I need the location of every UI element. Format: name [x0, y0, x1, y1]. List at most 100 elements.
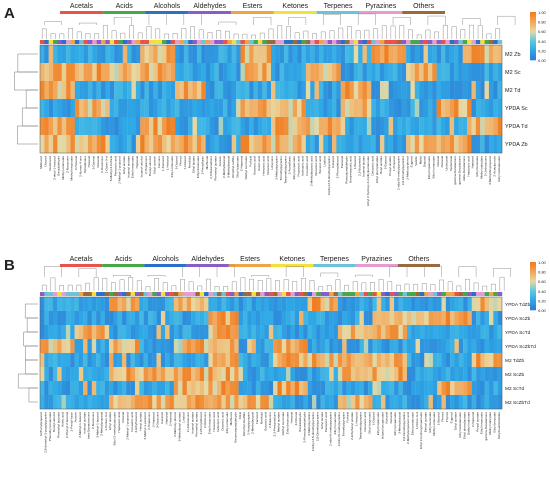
column-class-marker: [314, 40, 320, 44]
heatmap-cell: [173, 353, 179, 368]
heatmap-cell: [205, 63, 211, 82]
row-label: YPDA ScZb: [505, 316, 531, 322]
heatmap-cell: [92, 135, 97, 154]
column-class-marker: [471, 292, 477, 296]
heatmap-cell: [225, 353, 231, 368]
heatmap-cell: [91, 367, 97, 382]
column-label: Benzeneacetic acid: [349, 156, 353, 183]
column-class-marker: [371, 40, 376, 44]
column-label: 1-Pentanol: [161, 156, 165, 171]
column-dendrogram-branch: [392, 17, 411, 25]
heatmap-cell: [454, 81, 459, 100]
heatmap-cell: [48, 81, 54, 100]
heatmap-cell: [249, 99, 254, 118]
heatmap-cell: [122, 135, 128, 154]
class-legend-label: Alcohols: [154, 3, 181, 10]
column-class-marker: [247, 292, 252, 296]
column-label: 2-Acetylfuran: [288, 156, 292, 175]
heatmap-cell: [144, 63, 150, 82]
heatmap-cell: [143, 339, 149, 354]
column-class-marker: [134, 292, 140, 296]
heatmap-cell: [437, 325, 442, 340]
column-dendrogram-branch: [154, 278, 159, 291]
heatmap-cell: [40, 63, 45, 82]
heatmap-cell: [336, 135, 341, 154]
heatmap-cell: [229, 353, 235, 368]
heatmap-cell: [157, 117, 163, 136]
heatmap-cell: [346, 297, 352, 312]
heatmap-cell: [100, 367, 105, 382]
heatmap-cell: [484, 325, 490, 340]
column-class-marker: [209, 40, 215, 44]
heatmap-cell: [316, 325, 321, 340]
heatmap-cell: [130, 381, 136, 396]
heatmap-cell: [484, 99, 490, 118]
heatmap-cell: [385, 297, 390, 312]
column-class-marker: [40, 40, 45, 44]
column-dendrogram-branch: [294, 32, 300, 39]
class-legend-label: Esters: [243, 3, 263, 10]
column-class-marker: [266, 40, 272, 44]
column-label: Acetoin: [74, 412, 78, 423]
heatmap-cell: [204, 353, 209, 368]
heatmap-cell: [139, 297, 144, 312]
heatmap-cell: [333, 339, 339, 354]
heatmap-cell: [349, 117, 354, 136]
heatmap-cell: [266, 81, 272, 100]
heatmap-cell: [493, 367, 498, 382]
heatmap-cell: [366, 81, 372, 100]
heatmap-cell: [458, 367, 464, 382]
heatmap-cell: [441, 395, 447, 410]
heatmap-cell: [440, 81, 446, 100]
heatmap-cell: [303, 353, 308, 368]
column-dendrogram-branch: [197, 285, 203, 291]
class-legend-swatch: [397, 264, 440, 267]
column-label: Ethyl lactate: [192, 156, 196, 173]
column-label: 2-Phenylethanol: [199, 412, 203, 435]
heatmap-cell: [484, 45, 490, 64]
heatmap-cell: [327, 99, 333, 118]
heatmap-cell: [192, 135, 198, 154]
class-legend-label: Others: [408, 256, 430, 263]
heatmap-cell: [44, 135, 49, 154]
column-class-marker: [301, 40, 307, 44]
heatmap-cell: [286, 325, 291, 340]
column-label: Ethyl decanoate: [285, 412, 289, 434]
heatmap-cell: [199, 353, 205, 368]
heatmap-cell: [297, 117, 302, 136]
heatmap-cell: [143, 325, 149, 340]
heatmap-cell: [160, 353, 166, 368]
heatmap-cell: [195, 381, 200, 396]
column-dendrogram-branch: [216, 264, 235, 277]
heatmap-cell: [333, 381, 339, 396]
column-label: 3-Methylthiopropanol: [488, 156, 492, 185]
heatmap-cell: [476, 339, 481, 354]
heatmap-cell: [109, 135, 115, 154]
heatmap-cell: [126, 297, 131, 312]
column-class-marker: [240, 40, 246, 44]
heatmap-cell: [323, 63, 328, 82]
column-class-marker: [52, 292, 58, 296]
column-label: Ethyl nonanoate: [431, 156, 435, 179]
column-label: Ethyl acetate: [122, 156, 126, 174]
column-class-marker: [467, 292, 472, 296]
heatmap-cell: [497, 135, 503, 154]
heatmap-cell: [342, 367, 347, 382]
heatmap-cell: [454, 353, 459, 368]
column-dendrogram-branch: [206, 278, 211, 291]
column-label: 3-Methylbutyl acetate: [177, 412, 181, 442]
color-scale-segment: [530, 281, 536, 284]
heatmap-cell: [292, 63, 298, 82]
heatmap-cell: [385, 381, 390, 396]
column-dendrogram-branch: [164, 33, 169, 39]
heatmap-cell: [329, 353, 334, 368]
heatmap-cell: [139, 325, 144, 340]
column-class-marker: [363, 292, 369, 296]
heatmap-cell: [134, 311, 140, 326]
heatmap-cell: [314, 117, 320, 136]
column-dendrogram-branch: [214, 286, 220, 291]
heatmap-cell: [419, 311, 425, 326]
heatmap-cell: [199, 381, 205, 396]
heatmap-cell: [257, 117, 263, 136]
heatmap-cell: [212, 353, 218, 368]
